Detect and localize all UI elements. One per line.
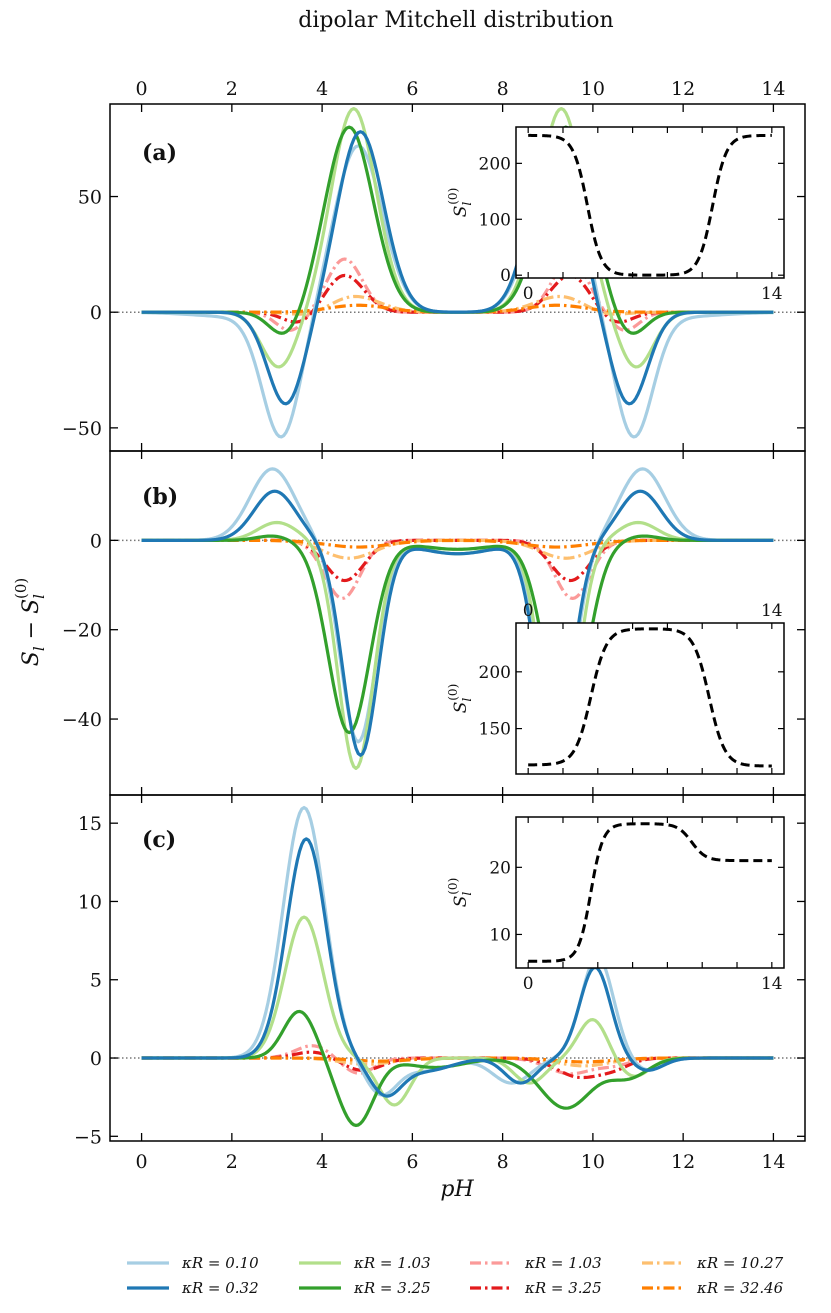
inset-x-tick-label: 0	[523, 974, 534, 994]
x-tick-label-bottom: 0	[136, 1151, 148, 1173]
inset-frame	[515, 126, 785, 279]
x-tick-label-bottom: 4	[316, 1151, 328, 1173]
inset-y-label-main: S	[451, 702, 471, 714]
inset-x-tick-label: 14	[761, 284, 783, 304]
x-tick-label-top: 14	[761, 78, 785, 100]
inset-y-tick-label: 0	[500, 266, 511, 286]
inset-y-label-main: S	[451, 896, 471, 908]
inset-curve	[528, 133, 772, 277]
legend: κR = 0.10 κR = 0.32 κR = 1.03 κR = 3.25 κR =…	[127, 1254, 784, 1297]
legend-label: κR = 10.27	[696, 1254, 784, 1272]
inset-y-label-sup: (0)	[446, 188, 460, 205]
inset-y-label: Sl(0)	[446, 188, 474, 218]
x-tick-label-top: 12	[671, 78, 695, 100]
series-line-b-5	[141, 538, 774, 583]
y-tick-label: 50	[78, 187, 102, 209]
y-tick-label: −20	[62, 620, 102, 642]
y-tick-label: 0	[90, 1048, 102, 1070]
x-tick-label-top: 6	[406, 78, 418, 100]
x-tick-label-top: 8	[497, 78, 509, 100]
y-label-main: S	[19, 651, 44, 666]
y-tick-label: 15	[78, 813, 102, 835]
y-label-sup: (0)	[12, 578, 30, 599]
inset-y-tick-label: 10	[489, 925, 511, 945]
x-tick-label-top: 2	[226, 78, 238, 100]
x-tick-label-bottom: 12	[671, 1151, 695, 1173]
inset-y-tick-label: 100	[479, 210, 511, 230]
series-group	[141, 107, 774, 439]
x-tick-label-top: 4	[316, 78, 328, 100]
series-line-b-1	[141, 489, 774, 757]
inset-y-label-sub: l	[460, 892, 474, 896]
series-line-c-3	[141, 1009, 774, 1128]
legend-label: κR = 3.25	[524, 1279, 602, 1297]
inset-c: 0 14 10 20 Sl(0)	[446, 816, 785, 994]
legend-label: κR = 1.03	[353, 1254, 431, 1272]
legend-label: κR = 0.32	[181, 1279, 259, 1297]
inset-y-tick-label: 20	[489, 858, 511, 878]
panel-label: (b)	[142, 484, 178, 510]
y-tick-label: 5	[90, 970, 102, 992]
legend-label: κR = 32.46	[696, 1279, 784, 1297]
x-tick-label-top: 0	[136, 78, 148, 100]
legend-label: κR = 3.25	[353, 1279, 431, 1297]
inset-y-tick-label: 200	[479, 154, 511, 174]
y-label-sub: l	[30, 646, 48, 651]
y-axis-label: Sl − Sl(0)	[12, 578, 48, 666]
series-group	[141, 467, 774, 770]
inset-y-label-main: S	[451, 206, 471, 218]
inset-y-label: Sl(0)	[446, 878, 474, 908]
y-label-minus: −	[19, 614, 44, 646]
inset-y-label-sub: l	[460, 202, 474, 206]
inset-x-tick-label: 14	[761, 601, 783, 621]
panel-label: (a)	[142, 140, 177, 166]
y-label-main2: S	[19, 599, 44, 614]
series-line-c-1	[141, 837, 774, 1098]
x-tick-label-bottom: 14	[761, 1151, 785, 1173]
inset-x-tick-label: 14	[761, 974, 783, 994]
y-tick-label: 10	[78, 891, 102, 913]
panel-c: 0 2 4 6 8 10 12 14 −5 0 5 10 15 (c) 0 14 10 20 Sl(0)	[74, 794, 806, 1173]
inset-y-tick-label: 150	[479, 720, 511, 740]
panel-label: (c)	[142, 827, 176, 853]
y-tick-label: −40	[62, 709, 102, 731]
legend-label: κR = 0.10	[181, 1254, 259, 1272]
chart-title: dipolar Mitchell distribution	[298, 8, 613, 33]
x-tick-label-top: 10	[581, 78, 605, 100]
x-tick-label-bottom: 6	[406, 1151, 418, 1173]
y-tick-label: −50	[62, 418, 102, 440]
x-tick-label-bottom: 2	[226, 1151, 238, 1173]
inset-y-label: Sl(0)	[446, 684, 474, 714]
inset-curve	[528, 627, 772, 768]
series-group	[141, 805, 774, 1128]
inset-frame	[515, 622, 785, 775]
inset-y-label-sub: l	[460, 698, 474, 702]
inset-x-tick-label: 0	[523, 601, 534, 621]
y-tick-label: 0	[90, 302, 102, 324]
series-line-a-1	[141, 130, 774, 406]
inset-curve	[528, 822, 772, 963]
axes-frame	[109, 794, 806, 1142]
x-axis-label: pH	[440, 1177, 474, 1202]
x-tick-label-bottom: 8	[497, 1151, 509, 1173]
series-line-b-7	[141, 538, 774, 549]
x-tick-label-bottom: 10	[581, 1151, 605, 1173]
y-tick-label: 0	[90, 530, 102, 552]
inset-y-tick-label: 200	[479, 663, 511, 683]
series-line-b-3	[141, 534, 774, 735]
inset-x-tick-label: 0	[523, 284, 534, 304]
legend-label: κR = 1.03	[524, 1254, 602, 1272]
inset-y-label-sup: (0)	[446, 684, 460, 701]
y-label-sub2: l	[30, 594, 48, 599]
y-tick-label: −5	[74, 1126, 102, 1148]
inset-frame	[515, 816, 785, 969]
inset-y-label-sup: (0)	[446, 878, 460, 895]
